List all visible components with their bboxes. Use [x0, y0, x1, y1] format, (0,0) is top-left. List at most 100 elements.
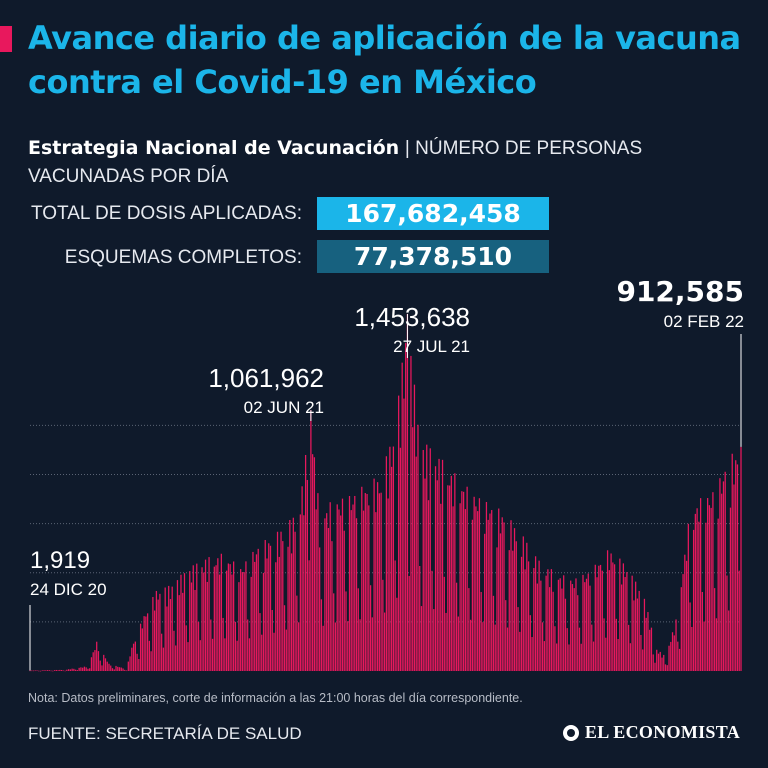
bar-day-349 [642, 649, 644, 671]
bar-day-35 [90, 657, 93, 671]
bar-day-298 [552, 591, 554, 671]
bar-day-357 [656, 649, 658, 671]
bar-day-291 [540, 580, 542, 671]
total-doses-value: 167,682,458 [317, 197, 549, 230]
bar-day-132 [261, 634, 263, 671]
bar-day-194 [369, 585, 372, 671]
bar-day-42 [103, 654, 105, 671]
bar-day-379 [694, 513, 696, 671]
bar-day-64 [141, 628, 143, 671]
bar-day-350 [643, 598, 646, 671]
bar-day-309 [571, 584, 574, 671]
bar-day-22 [67, 669, 70, 671]
bar-day-312 [577, 595, 579, 671]
bar-day-348 [640, 634, 642, 671]
bar-day-145 [283, 605, 286, 671]
bar-day-339 [624, 577, 626, 671]
bar-day-66 [145, 616, 147, 671]
bar-day-133 [262, 572, 265, 671]
bar-day-166 [320, 599, 323, 671]
bar-day-335 [617, 639, 619, 671]
bar-day-232 [436, 480, 438, 671]
bar-day-252 [471, 519, 474, 671]
bar-day-125 [248, 638, 251, 671]
bar-day-220 [415, 456, 417, 671]
bar-day-345 [635, 581, 637, 671]
bar-day-301 [557, 579, 560, 671]
bar-day-325 [599, 564, 602, 671]
bar-day-211 [399, 447, 402, 671]
bar-day-386 [707, 498, 709, 671]
bar-day-370 [678, 648, 681, 671]
bar-day-393 [719, 478, 721, 671]
bar-day-9 [45, 670, 47, 671]
bar-day-130 [257, 548, 259, 671]
bar-day-343 [631, 575, 633, 671]
bar-day-259 [484, 533, 486, 671]
bar-day-404 [738, 570, 740, 671]
bar-day-390 [714, 588, 716, 671]
bar-day-78 [166, 606, 168, 671]
bar-day-161 [312, 454, 314, 671]
bar-day-311 [575, 578, 577, 671]
bar-day-18 [60, 670, 63, 671]
bar-day-176 [338, 509, 340, 671]
bar-day-294 [545, 575, 547, 671]
bar-day-52 [120, 667, 122, 671]
bar-day-74 [159, 593, 161, 671]
bar-day-308 [570, 580, 572, 671]
bar-day-354 [650, 627, 653, 671]
bar-day-51 [118, 667, 121, 671]
bar-day-401 [733, 484, 735, 671]
bar-day-57 [129, 656, 131, 671]
bar-day-86 [180, 574, 182, 671]
bar-day-240 [450, 475, 452, 671]
bar-day-44 [106, 661, 108, 671]
bar-day-29 [80, 667, 82, 671]
bar-day-400 [731, 453, 733, 671]
bar-day-384 [703, 621, 705, 671]
bar-day-377 [691, 626, 693, 671]
bar-day-34 [89, 668, 91, 671]
bar-day-25 [73, 668, 75, 671]
annotation-value-0: 1,919 [30, 547, 90, 574]
bar-day-104 [211, 638, 214, 671]
bar-day-106 [215, 565, 217, 671]
bar-day-212 [401, 362, 403, 671]
bar-day-114 [229, 564, 231, 671]
bar-day-219 [413, 384, 416, 671]
bar-day-228 [429, 448, 431, 671]
bar-day-197 [375, 512, 377, 671]
bar-day-175 [336, 504, 338, 671]
bar-day-295 [547, 569, 549, 671]
bar-day-11 [48, 670, 50, 671]
bar-day-151 [294, 531, 296, 671]
bar-day-93 [192, 565, 194, 671]
bar-day-85 [178, 595, 180, 671]
bar-day-102 [208, 557, 210, 671]
bar-day-403 [736, 464, 739, 671]
bar-day-46 [110, 665, 112, 671]
bar-day-153 [297, 622, 300, 671]
bar-day-121 [241, 572, 244, 671]
bar-day-303 [561, 588, 563, 671]
bar-day-75 [161, 633, 163, 671]
bar-day-70 [152, 597, 154, 671]
bar-day-12 [50, 670, 52, 672]
bar-day-90 [187, 642, 189, 671]
bar-day-178 [341, 498, 344, 671]
bar-day-378 [692, 529, 695, 671]
annotation-date-0: 24 DIC 20 [30, 580, 107, 599]
publisher-logo[interactable]: EL ECONOMISTA [562, 722, 740, 743]
bar-day-36 [92, 652, 94, 671]
bar-day-405 [740, 446, 742, 671]
bar-day-182 [348, 496, 351, 671]
bar-day-124 [247, 619, 249, 671]
bar-day-157 [304, 454, 307, 671]
bar-day-217 [410, 355, 412, 671]
bar-day-213 [403, 398, 405, 671]
bar-day-360 [661, 657, 663, 671]
bar-day-68 [148, 640, 151, 671]
bar-day-110 [222, 617, 224, 671]
bar-day-284 [527, 561, 530, 671]
